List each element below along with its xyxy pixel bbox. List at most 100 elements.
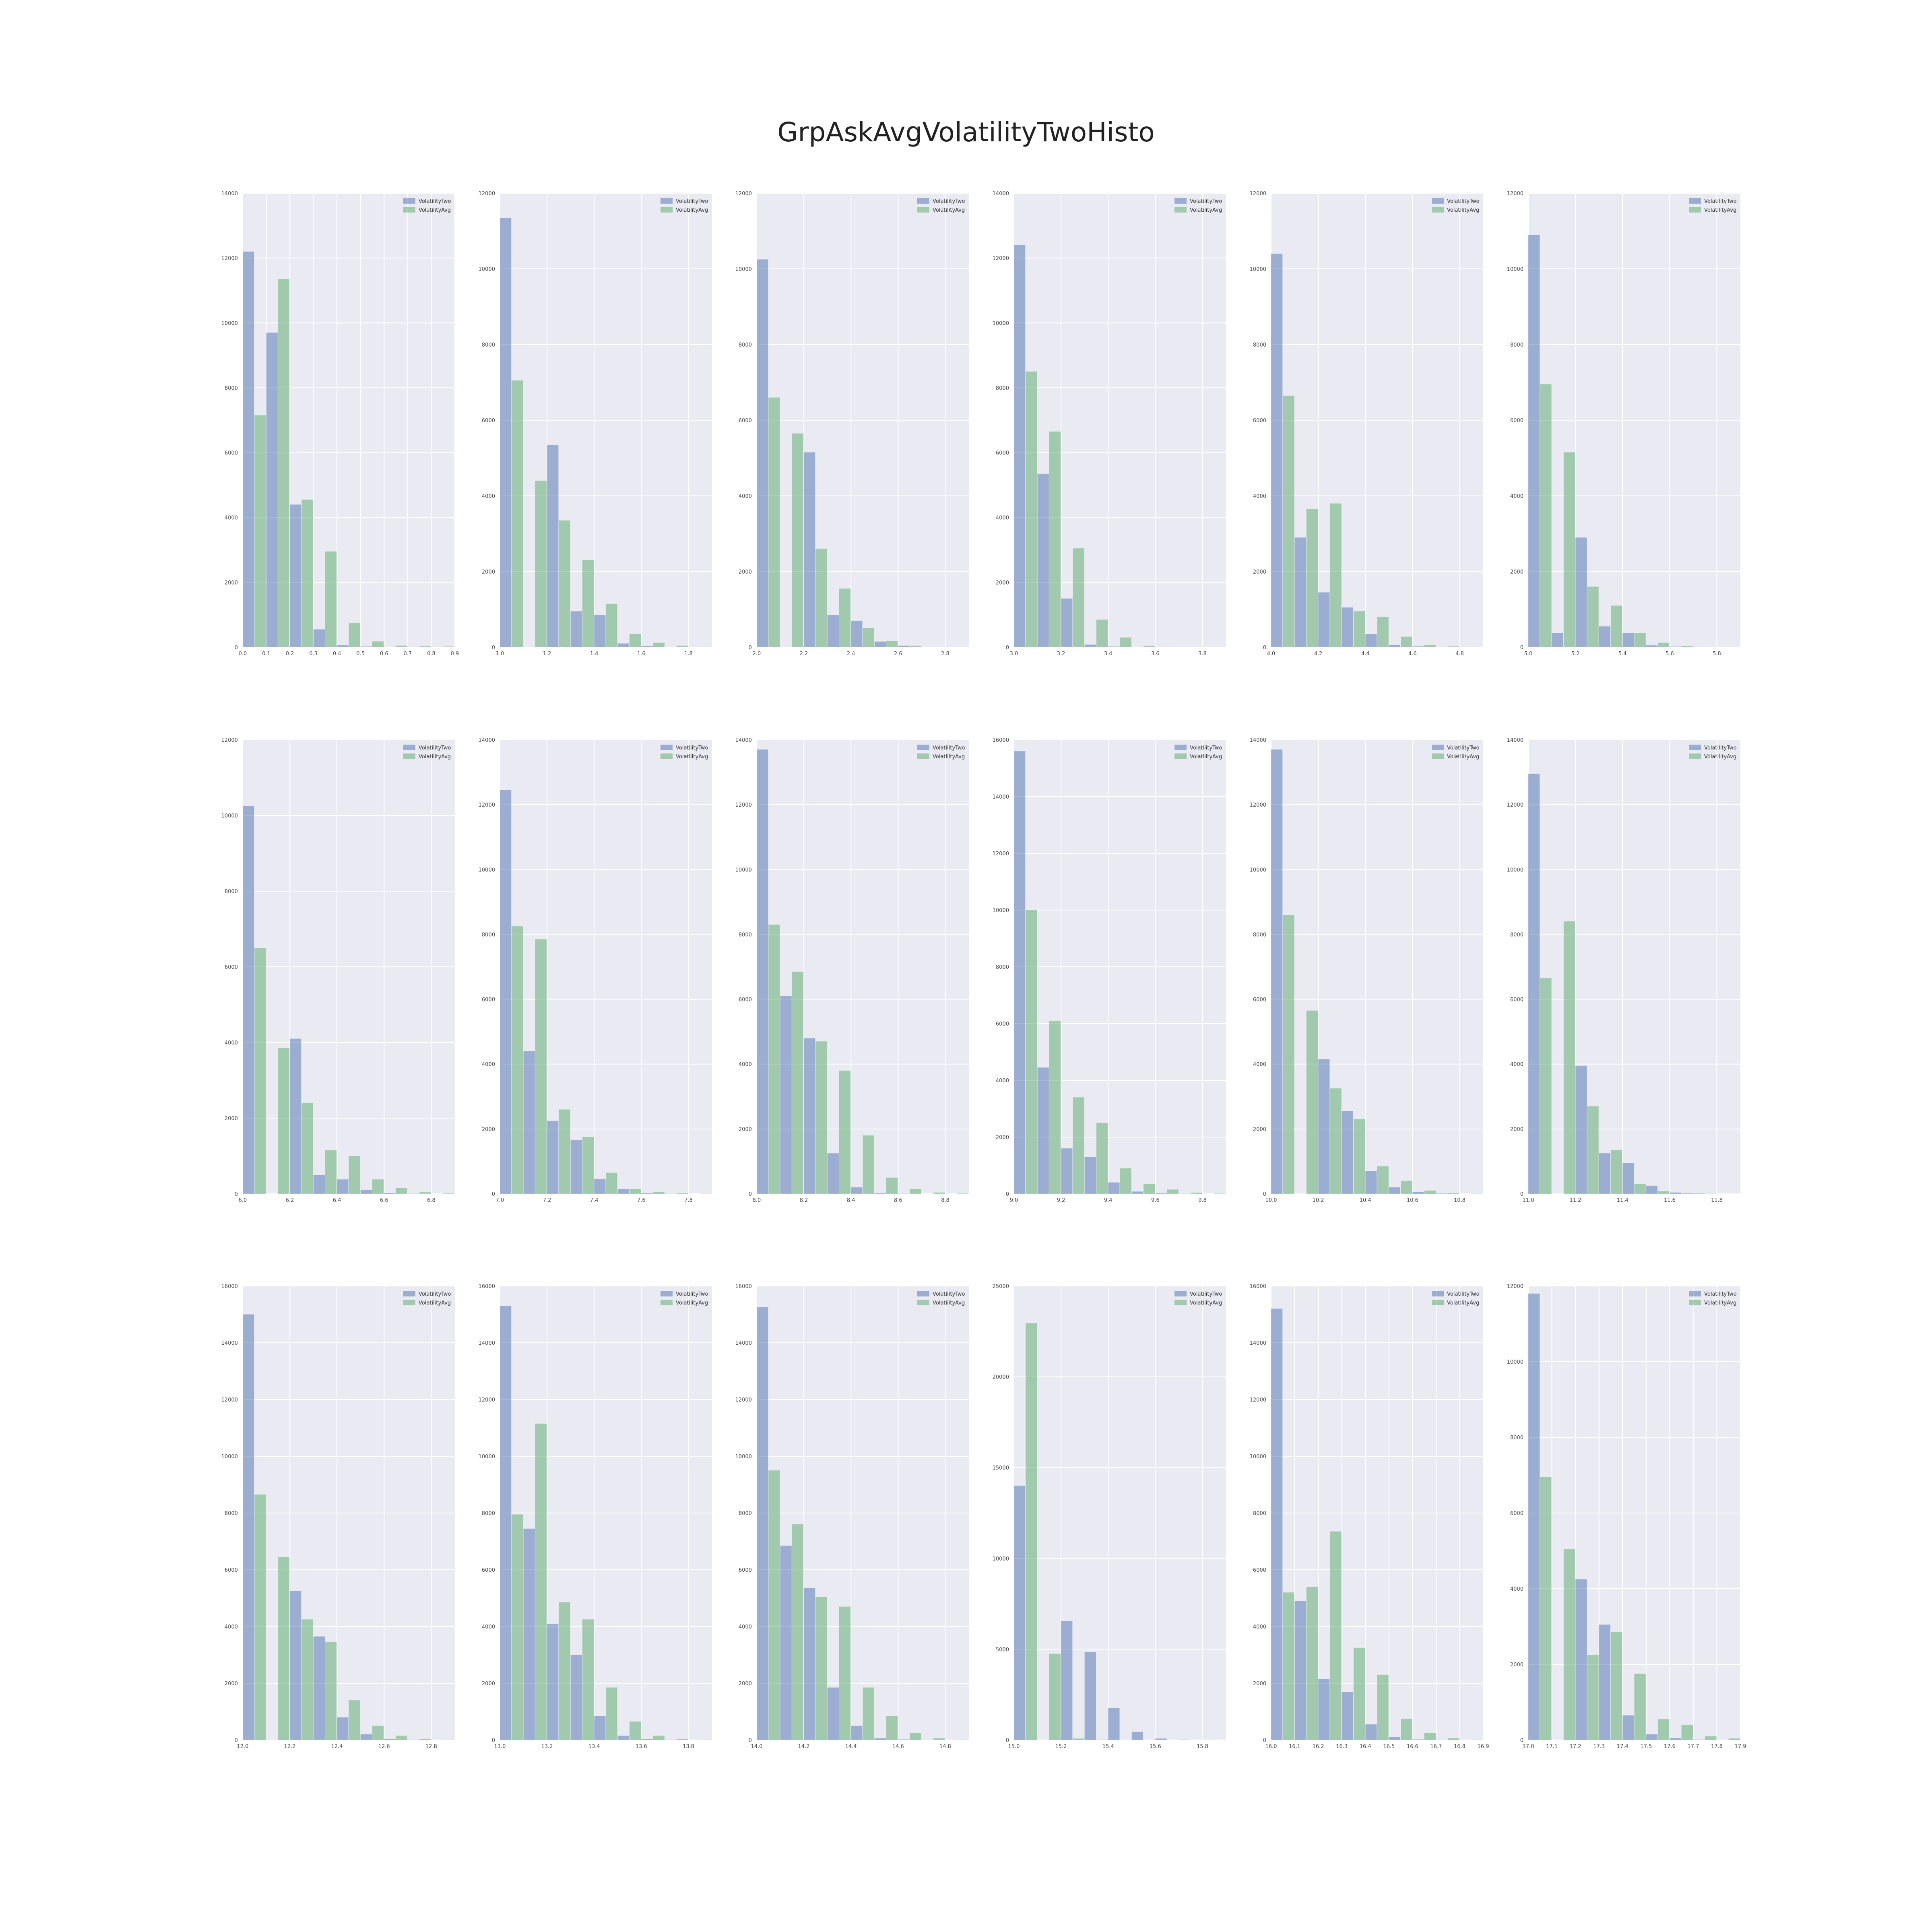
x-tick-label: 11.4 xyxy=(1617,1197,1629,1203)
x-tick-label: 16.1 xyxy=(1289,1744,1300,1750)
bar-volatilitytwo-bin-3 xyxy=(827,1153,839,1194)
bar-volatilityavg-bin-5 xyxy=(372,641,384,647)
bar-volatilitytwo-bin-1 xyxy=(1037,1067,1049,1194)
bar-volatilityavg-bin-3 xyxy=(582,1137,594,1194)
bar-volatilityavg-bin-4 xyxy=(1120,1168,1131,1194)
bar-volatilityavg-bin-4 xyxy=(863,628,874,647)
bar-volatilitytwo-bin-6 xyxy=(1670,1738,1681,1740)
y-tick-label: 6000 xyxy=(1510,418,1523,424)
subplot-10: 9.0 9.2 9.4 9.6 9.8 0 2000 4000 6000 8000 10000 120… xyxy=(993,737,1226,1203)
bar-volatilityavg-bin-1 xyxy=(1563,452,1575,647)
y-tick-label: 10000 xyxy=(993,908,1009,914)
legend-label: VolatilityAvg xyxy=(676,1300,708,1306)
bar-volatilityavg-bin-2 xyxy=(815,1041,827,1194)
x-tick-label: 6.0 xyxy=(239,1197,247,1203)
y-tick-label: 16000 xyxy=(1250,1284,1266,1290)
bar-volatilityavg-bin-1 xyxy=(1049,1020,1061,1194)
bar-volatilityavg-bin-1 xyxy=(278,279,290,647)
bar-volatilitytwo-bin-2 xyxy=(1061,1621,1073,1740)
bar-volatilityavg-bin-0 xyxy=(1540,978,1552,1194)
bar-volatilitytwo-bin-0 xyxy=(1528,774,1540,1194)
y-tick-label: 12000 xyxy=(479,802,495,808)
legend-label: VolatilityAvg xyxy=(1447,1300,1479,1306)
legend-swatch xyxy=(917,1291,929,1296)
x-tick-label: 6.2 xyxy=(286,1197,294,1203)
bar-volatilityavg-bin-7 xyxy=(1705,1736,1717,1740)
bar-volatilitytwo-bin-0 xyxy=(500,790,512,1194)
legend-swatch xyxy=(1689,198,1701,204)
x-tick-label: 16.9 xyxy=(1478,1744,1489,1750)
x-tick-label: 6.6 xyxy=(380,1197,388,1203)
legend: VolatilityTwo VolatilityAvg xyxy=(917,1291,965,1306)
legend-label: VolatilityTwo xyxy=(1190,1291,1222,1297)
y-tick-label: 8000 xyxy=(1510,932,1523,938)
bar-volatilitytwo-bin-6 xyxy=(898,646,910,647)
subplot-1: 0.0 0.1 0.2 0.3 0.4 0.5 0.6 0.7 0.8 0.9 0 2000 4000 6… xyxy=(221,191,459,657)
y-tick-label: 2000 xyxy=(996,580,1009,586)
y-tick-label: 2000 xyxy=(1510,569,1523,575)
y-tick-label: 2000 xyxy=(1253,1127,1266,1133)
x-tick-label: 10.4 xyxy=(1360,1197,1371,1203)
x-tick-label: 0.4 xyxy=(333,651,341,657)
y-tick-label: 14000 xyxy=(479,1340,495,1346)
y-tick-label: 6000 xyxy=(225,1567,238,1573)
bar-volatilitytwo-bin-2 xyxy=(804,1588,815,1740)
bar-volatilityavg-bin-0 xyxy=(1283,915,1294,1194)
y-tick-label: 6000 xyxy=(1510,1511,1523,1517)
bar-volatilitytwo-bin-3 xyxy=(1342,1692,1353,1740)
bar-volatilitytwo-bin-2 xyxy=(1318,592,1330,647)
y-tick-label: 10000 xyxy=(1507,1359,1523,1365)
y-tick-label: 14000 xyxy=(479,737,495,743)
bar-volatilityavg-bin-6 xyxy=(1424,645,1436,647)
bar-volatilityavg-bin-2 xyxy=(815,549,827,647)
y-tick-label: 8000 xyxy=(225,1511,238,1517)
bar-volatilityavg-bin-6 xyxy=(653,1736,665,1740)
bar-volatilitytwo-bin-4 xyxy=(1365,634,1377,647)
x-tick-label: 15.2 xyxy=(1055,1744,1067,1750)
subplot-4: 3.0 3.2 3.4 3.6 3.8 0 2000 4000 6000 8000 10000 120… xyxy=(993,191,1226,657)
y-tick-label: 0 xyxy=(1520,1738,1523,1744)
x-tick-label: 8.0 xyxy=(753,1197,761,1203)
legend-swatch xyxy=(661,198,673,204)
bar-volatilityavg-bin-2 xyxy=(1330,1531,1342,1740)
bar-volatilityavg-bin-7 xyxy=(1191,1193,1202,1194)
bar-volatilitytwo-bin-0 xyxy=(500,1306,512,1740)
bar-volatilityavg-bin-0 xyxy=(1540,1477,1552,1740)
figure-title: GrpAskAvgVolatilityTwoHisto xyxy=(777,117,1155,148)
legend-label: VolatilityAvg xyxy=(1447,207,1479,213)
legend-label: VolatilityTwo xyxy=(1447,198,1480,204)
bar-volatilityavg-bin-5 xyxy=(630,634,641,647)
legend-swatch xyxy=(1174,1300,1187,1305)
bar-volatilityavg-bin-7 xyxy=(419,1739,431,1740)
x-tick-label: 0.8 xyxy=(427,651,436,657)
legend-swatch xyxy=(1689,745,1701,750)
x-tick-label: 16.8 xyxy=(1454,1744,1466,1750)
x-tick-label: 11.0 xyxy=(1523,1197,1534,1203)
y-tick-label: 6000 xyxy=(482,1567,495,1573)
y-tick-label: 2000 xyxy=(225,1681,238,1687)
bar-volatilitytwo-bin-0 xyxy=(500,218,512,647)
bar-volatilityavg-bin-4 xyxy=(1120,637,1131,647)
legend-label: VolatilityAvg xyxy=(1704,754,1736,760)
bar-volatilityavg-bin-7 xyxy=(1448,1738,1459,1740)
y-tick-label: 8000 xyxy=(482,1511,495,1517)
x-tick-label: 15.4 xyxy=(1102,1744,1114,1750)
bar-volatilitytwo-bin-0 xyxy=(1528,235,1540,647)
legend-label: VolatilityTwo xyxy=(676,745,708,751)
x-tick-label: 0.0 xyxy=(239,651,247,657)
bar-volatilityavg-bin-1 xyxy=(278,1048,290,1194)
bar-volatilitytwo-bin-5 xyxy=(360,646,372,647)
bar-volatilityavg-bin-3 xyxy=(1096,619,1108,647)
x-tick-label: 13.6 xyxy=(636,1744,647,1750)
bar-volatilitytwo-bin-4 xyxy=(1622,633,1634,647)
bar-volatilityavg-bin-4 xyxy=(1377,1166,1389,1194)
x-tick-label: 14.8 xyxy=(939,1744,951,1750)
y-tick-label: 12000 xyxy=(735,802,752,808)
bar-volatilityavg-bin-0 xyxy=(254,1494,266,1740)
bar-volatilitytwo-bin-1 xyxy=(1552,633,1563,647)
bar-volatilityavg-bin-2 xyxy=(1073,1738,1084,1740)
y-tick-label: 14000 xyxy=(1250,737,1266,743)
legend-label: VolatilityTwo xyxy=(1190,198,1222,204)
legend-label: VolatilityTwo xyxy=(419,745,451,751)
legend-label: VolatilityAvg xyxy=(933,1300,965,1306)
